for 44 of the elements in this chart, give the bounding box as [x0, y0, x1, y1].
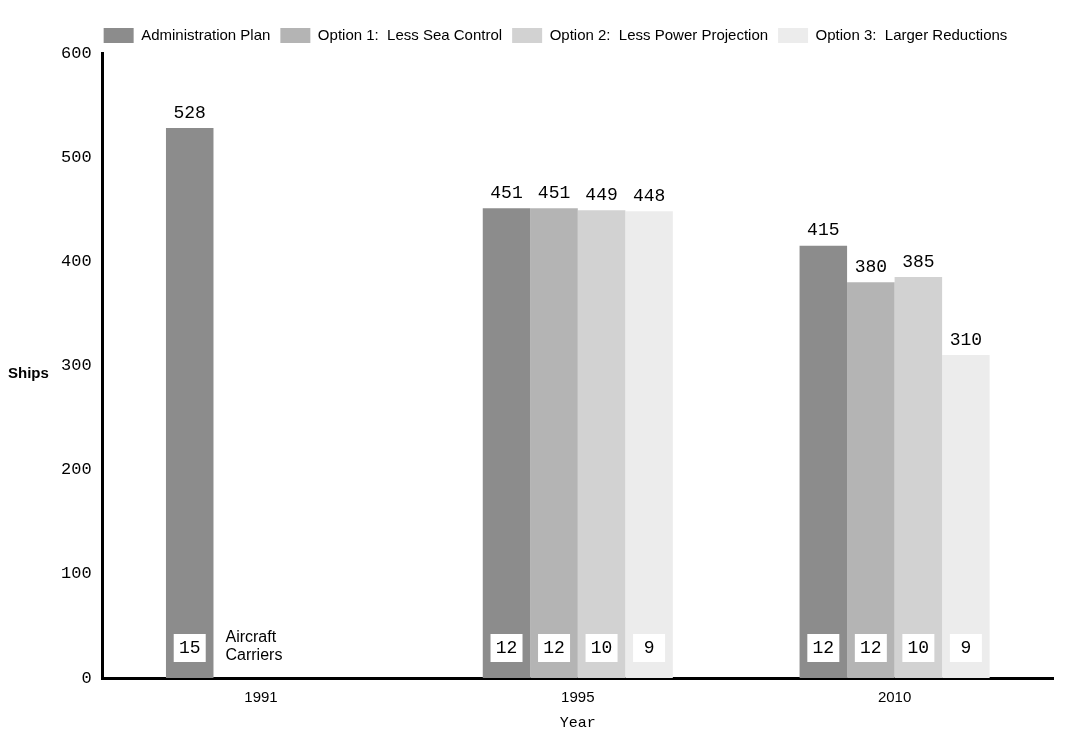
y-tick-label: 0	[81, 668, 92, 688]
data-label: 310	[949, 329, 983, 350]
legend-label: Option 2: Less Power Projection	[549, 25, 769, 43]
x-tick-label: 1991	[244, 688, 278, 706]
legend-label: Option 3: Larger Reductions	[815, 25, 1008, 43]
bar	[482, 208, 531, 678]
data-label: 448	[632, 186, 666, 207]
y-tick-label: 100	[61, 564, 92, 584]
bar	[577, 210, 626, 678]
bar	[847, 282, 895, 678]
annotation: 12	[543, 637, 565, 658]
bar	[625, 211, 673, 678]
data-label: 451	[537, 182, 571, 203]
bar	[530, 208, 578, 678]
legend-label: Option 1: Less Sea Control	[317, 25, 503, 43]
data-label: 451	[490, 182, 523, 203]
annotation: Aircraft Carriers	[225, 628, 283, 664]
annotation: 12	[860, 637, 882, 658]
x-axis-title: Year	[559, 714, 596, 732]
y-tick-label: 200	[61, 460, 92, 480]
bar	[942, 355, 990, 678]
bar	[799, 245, 848, 678]
y-tick-label: 600	[61, 43, 92, 63]
data-label: 415	[807, 220, 840, 241]
bar	[894, 276, 943, 678]
data-label: 385	[902, 251, 935, 272]
annotation: 12	[495, 637, 518, 658]
bar	[165, 128, 214, 678]
y-axis-title: Ships	[8, 363, 50, 381]
data-label: 380	[854, 256, 888, 277]
annotation: 10	[907, 637, 930, 658]
annotation: 15	[178, 637, 201, 658]
annotation: 9	[960, 637, 972, 658]
legend-label: Administration Plan	[141, 25, 271, 43]
annotation: 12	[812, 637, 835, 658]
annotation: 9	[643, 637, 655, 658]
y-tick-label: 400	[61, 251, 92, 271]
x-tick-label: 1995	[561, 688, 595, 706]
data-label: 449	[585, 185, 618, 206]
data-label: 528	[173, 102, 206, 123]
x-tick-label: 2010	[877, 688, 912, 706]
y-tick-label: 500	[61, 147, 92, 167]
y-tick-label: 300	[61, 356, 92, 375]
annotation: 10	[590, 637, 613, 658]
